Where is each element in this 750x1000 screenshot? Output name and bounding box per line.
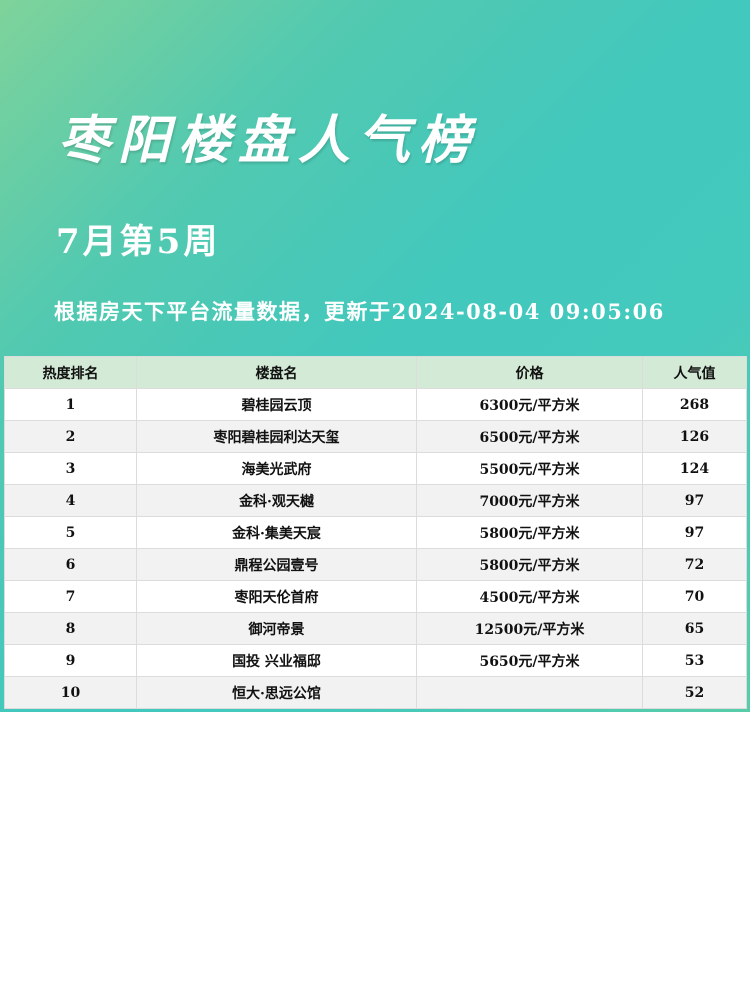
table-row: 9 国投 兴业福邸 5650元/平方米 53 xyxy=(4,644,747,677)
rank-cell: 3 xyxy=(4,452,137,485)
column-header-rank: 热度排名 xyxy=(4,356,137,389)
price-cell: 5800元/平方米 xyxy=(416,548,643,581)
rank-cell: 5 xyxy=(4,516,137,549)
price-cell: 5650元/平方米 xyxy=(416,644,643,677)
price-cell xyxy=(416,676,643,709)
table-row: 6 鼎程公园壹号 5800元/平方米 72 xyxy=(4,548,747,581)
header-banner: 枣阳楼盘人气榜 7月第5周 根据房天下平台流量数据，更新于2024-08-04 … xyxy=(0,0,750,712)
update-info: 根据房天下平台流量数据，更新于2024-08-04 09:05:06 xyxy=(54,299,665,324)
column-header-name: 楼盘名 xyxy=(136,356,417,389)
ranking-table: 热度排名 楼盘名 价格 人气值 1 碧桂园云顶 6300元/平方米 268 2 枣阳碧桂园… xyxy=(4,356,747,709)
name-cell: 海美光武府 xyxy=(136,452,417,485)
table-row: 4 金科·观天樾 7000元/平方米 97 xyxy=(4,484,747,517)
week-label: 7月第5周 xyxy=(56,222,221,262)
price-cell: 4500元/平方米 xyxy=(416,580,643,613)
name-cell: 枣阳碧桂园利达天玺 xyxy=(136,420,417,453)
price-cell: 5800元/平方米 xyxy=(416,516,643,549)
name-cell: 御河帝景 xyxy=(136,612,417,645)
rank-cell: 8 xyxy=(4,612,137,645)
name-cell: 金科·集美天宸 xyxy=(136,516,417,549)
name-cell: 碧桂园云顶 xyxy=(136,388,417,421)
column-header-price: 价格 xyxy=(416,356,643,389)
name-cell: 枣阳天伦首府 xyxy=(136,580,417,613)
rank-cell: 10 xyxy=(4,676,137,709)
name-cell: 金科·观天樾 xyxy=(136,484,417,517)
table-row: 8 御河帝景 12500元/平方米 65 xyxy=(4,612,747,645)
popularity-cell: 126 xyxy=(642,420,747,453)
column-header-popularity: 人气值 xyxy=(642,356,747,389)
price-cell: 5500元/平方米 xyxy=(416,452,643,485)
popularity-cell: 268 xyxy=(642,388,747,421)
name-cell: 国投 兴业福邸 xyxy=(136,644,417,677)
price-cell: 6300元/平方米 xyxy=(416,388,643,421)
rank-cell: 9 xyxy=(4,644,137,677)
rank-cell: 1 xyxy=(4,388,137,421)
rank-cell: 2 xyxy=(4,420,137,453)
table-row: 7 枣阳天伦首府 4500元/平方米 70 xyxy=(4,580,747,613)
table-row: 2 枣阳碧桂园利达天玺 6500元/平方米 126 xyxy=(4,420,747,453)
price-cell: 6500元/平方米 xyxy=(416,420,643,453)
popularity-cell: 52 xyxy=(642,676,747,709)
popularity-cell: 65 xyxy=(642,612,747,645)
name-cell: 恒大·思远公馆 xyxy=(136,676,417,709)
rank-cell: 6 xyxy=(4,548,137,581)
price-cell: 7000元/平方米 xyxy=(416,484,643,517)
rank-cell: 4 xyxy=(4,484,137,517)
table-row: 10 恒大·思远公馆 52 xyxy=(4,676,747,709)
popularity-cell: 72 xyxy=(642,548,747,581)
table-row: 1 碧桂园云顶 6300元/平方米 268 xyxy=(4,388,747,421)
table-header-row: 热度排名 楼盘名 价格 人气值 xyxy=(4,356,747,389)
price-cell: 12500元/平方米 xyxy=(416,612,643,645)
popularity-cell: 124 xyxy=(642,452,747,485)
rank-cell: 7 xyxy=(4,580,137,613)
popularity-cell: 97 xyxy=(642,516,747,549)
table-row: 5 金科·集美天宸 5800元/平方米 97 xyxy=(4,516,747,549)
table-row: 3 海美光武府 5500元/平方米 124 xyxy=(4,452,747,485)
name-cell: 鼎程公园壹号 xyxy=(136,548,417,581)
popularity-cell: 70 xyxy=(642,580,747,613)
popularity-cell: 97 xyxy=(642,484,747,517)
popularity-cell: 53 xyxy=(642,644,747,677)
page-title: 枣阳楼盘人气榜 xyxy=(58,110,479,171)
